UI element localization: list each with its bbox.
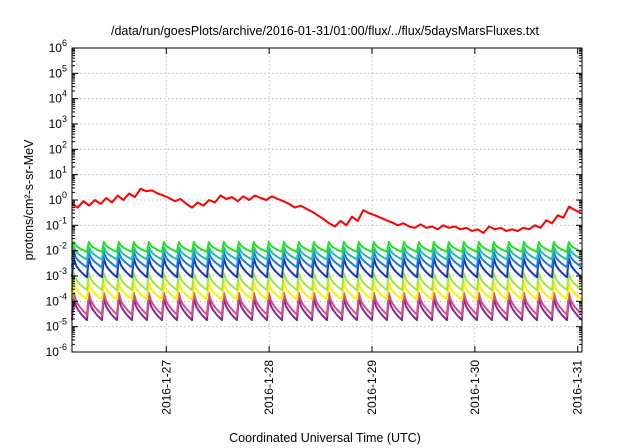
y-tick-label: 10-1	[46, 215, 67, 232]
y-tick-label: 102	[49, 139, 67, 156]
x-tick-label: 2016-1-28	[262, 360, 276, 415]
y-tick-label: 10-6	[46, 342, 67, 359]
navy-series	[71, 257, 583, 279]
blue-series	[71, 250, 583, 269]
red-series	[71, 187, 581, 234]
x-tick-label: 2016-1-29	[365, 360, 379, 415]
y-tick-label: 10-4	[46, 291, 67, 308]
series-group	[71, 187, 583, 322]
purple-series	[71, 296, 583, 322]
y-tick-label: 104	[49, 89, 67, 106]
y-tick-label: 105	[49, 63, 67, 80]
chart-title: /data/run/goesPlots/archive/2016-01-31/0…	[111, 24, 540, 38]
y-tick-label: 103	[49, 114, 67, 131]
green-series	[71, 241, 583, 253]
pink-series	[71, 291, 583, 316]
y-tick-label: 10-2	[46, 241, 67, 258]
y-tick-label: 10-3	[46, 266, 67, 283]
y-axis-ticks: 10-6 10-5 10-4 10-3 10-2 10-1 100 101 102 103 104 1…	[46, 38, 582, 359]
x-tick-label: 2016-1-30	[468, 360, 482, 415]
lime-series	[71, 272, 583, 291]
x-tick-label: 2016-1-27	[159, 360, 173, 415]
y-tick-label: 100	[49, 190, 67, 207]
y-tick-label: 106	[49, 38, 67, 55]
y-tick-label: 101	[49, 165, 67, 182]
y-axis-label: protons/cm²-s-sr-MeV	[22, 139, 36, 261]
yellow-series	[71, 281, 583, 301]
x-tick-label: 2016-1-31	[571, 360, 585, 415]
x-axis-label: Coordinated Universal Time (UTC)	[229, 431, 421, 445]
x-axis-ticks: 2016-1-27 2016-1-28 2016-1-29 2016-1-30 2016…	[159, 48, 585, 415]
teal-series	[71, 246, 583, 261]
y-tick-label: 10-5	[46, 317, 67, 334]
